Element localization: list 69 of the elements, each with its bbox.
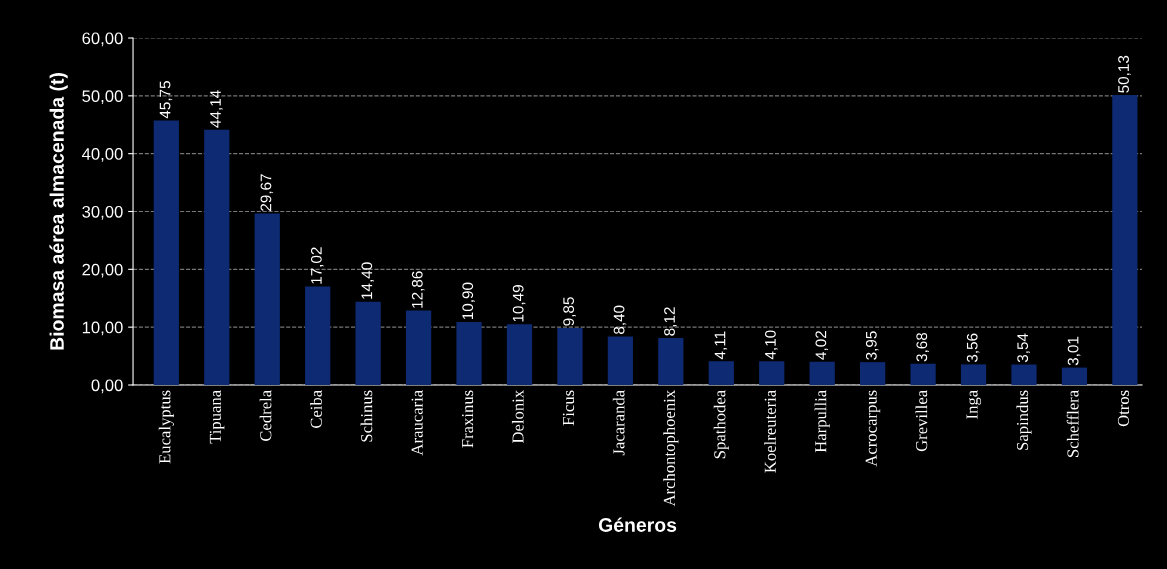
data-label: 17,02	[310, 247, 324, 284]
data-label: 50,13	[1118, 55, 1131, 93]
x-axis-title: Géneros	[598, 517, 677, 532]
data-label: 44,14	[210, 90, 223, 128]
x-tick-label: Spathodea	[713, 390, 729, 459]
x-tick-label: Harpullia	[814, 390, 830, 453]
data-label: 8,12	[664, 307, 677, 336]
x-tick-label: Otros	[1117, 390, 1130, 427]
x-tick-label: Delonix	[511, 390, 524, 444]
x-tick-label: Schefflera	[1066, 390, 1079, 457]
bar	[860, 362, 886, 385]
x-tick-label: Tipuana	[209, 390, 225, 444]
x-tick-label: Ficus	[562, 390, 575, 426]
x-tick-label: Koelreuteria	[764, 390, 776, 473]
data-label: 9,85	[563, 297, 576, 326]
bar	[1112, 95, 1138, 385]
x-tick-label: Acrocarpus	[865, 390, 881, 467]
bar	[557, 328, 583, 385]
bar	[809, 361, 835, 385]
bar	[658, 338, 684, 385]
bar	[506, 324, 533, 385]
x-tick-label: Inga	[966, 390, 982, 419]
y-tick-label: 40,00	[82, 148, 123, 162]
data-label: 4,11	[714, 331, 728, 360]
x-tick-label: Fraxinus	[462, 390, 474, 448]
y-tick-label: 30,00	[82, 205, 123, 220]
data-label: 14,40	[361, 262, 375, 299]
bar	[254, 213, 280, 385]
bar	[910, 363, 936, 385]
bar	[759, 361, 785, 385]
x-tick-label: Schinus	[360, 390, 373, 442]
data-label: 10,90	[462, 282, 475, 320]
x-tick-label: Eucalyptus	[158, 390, 174, 464]
data-label: 3,54	[1017, 333, 1030, 363]
data-label: 4,10	[765, 330, 778, 360]
y-tick-label: 50,00	[82, 90, 123, 105]
data-label: 12,86	[411, 271, 425, 308]
bar	[607, 336, 633, 385]
bar	[153, 120, 179, 385]
y-tick-label: 20,00	[82, 263, 123, 278]
bar	[355, 301, 381, 385]
y-tick-label: 60,00	[82, 32, 123, 47]
data-label: 4,02	[815, 331, 829, 360]
bar	[1011, 364, 1037, 385]
y-tick-label: 10,00	[82, 321, 123, 336]
y-tick-label: 0,00	[91, 379, 123, 394]
bar	[960, 364, 987, 385]
bar	[405, 310, 432, 385]
x-tick-label: Archontophoenix	[663, 390, 679, 507]
bar	[456, 321, 482, 385]
bar	[204, 129, 230, 385]
data-label: 45,75	[159, 81, 173, 119]
bar	[708, 361, 734, 385]
data-label: 29,67	[260, 174, 274, 211]
x-tick-label: Araucaria	[411, 390, 423, 456]
x-tick-label: Ceiba	[310, 390, 322, 429]
bar	[1061, 367, 1088, 385]
x-tick-label: Cedrela	[259, 390, 272, 441]
data-label: 3,56	[966, 333, 980, 363]
data-label: 10,49	[512, 285, 526, 322]
data-label: 8,40	[613, 305, 627, 335]
data-label: 3,01	[1067, 336, 1081, 366]
x-tick-label: Jacaranda	[612, 390, 625, 456]
x-tick-label: Sapindus	[1016, 390, 1032, 450]
y-axis-title: Biomasa aérea almacenada (t)	[49, 73, 68, 350]
data-label: 3,68	[916, 332, 929, 362]
x-tick-label: Grevillea	[915, 390, 928, 452]
bar	[305, 286, 331, 385]
data-label: 3,95	[865, 331, 879, 360]
